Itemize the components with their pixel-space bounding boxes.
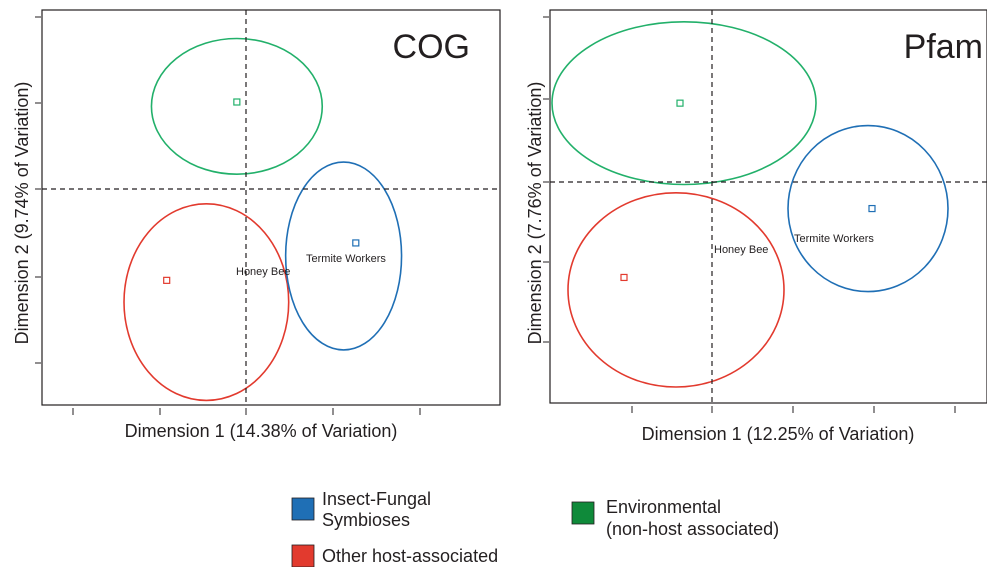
ellipse-environmental [151, 38, 322, 174]
cluster-ellipses [552, 22, 948, 387]
axis-ticks [35, 17, 420, 415]
reference-lines [550, 10, 987, 403]
legend-label: Insect-Fungal [322, 489, 431, 509]
point-label: Honey Bee [714, 244, 768, 256]
point-label: Termite Workers [794, 233, 874, 245]
legend-label: Symbioses [322, 510, 410, 530]
point-label: Termite Workers [306, 253, 386, 265]
data-points: Termite Workers Honey Bee [164, 99, 387, 283]
legend-item-insect-fungal: Insect-Fungal Symbioses [292, 489, 431, 530]
legend-swatch [572, 502, 594, 524]
plot-frame [550, 10, 987, 403]
legend-swatch [292, 498, 314, 520]
y-axis-title: Dimension 2 (9.74% of Variation) [12, 82, 32, 345]
ellipse-other-host-associated [124, 204, 289, 401]
legend-label: Environmental [606, 497, 721, 517]
axis-ticks [543, 17, 955, 413]
plot-frame [42, 10, 500, 405]
panel-title: COG [393, 28, 470, 66]
ellipse-insect-fungal-symbioses [788, 126, 948, 292]
panel-cog: Termite Workers Honey Bee COG Dimension 1… [12, 10, 500, 441]
legend-label: (non-host associated) [606, 519, 779, 539]
x-axis-title: Dimension 1 (14.38% of Variation) [125, 421, 398, 441]
legend-item-other-host: Other host-associated [292, 545, 498, 567]
y-axis-title: Dimension 2 (7.76% of Variation) [525, 82, 545, 345]
legend-item-environmental: Environmental (non-host associated) [572, 497, 779, 539]
legend-swatch [292, 545, 314, 567]
data-point [869, 206, 875, 212]
ellipse-other-host-associated [568, 193, 784, 387]
data-point [234, 99, 240, 105]
x-axis-title: Dimension 1 (12.25% of Variation) [642, 424, 915, 444]
data-points: Termite Workers Honey Bee [621, 100, 875, 280]
reference-lines [42, 10, 500, 405]
legend-label: Other host-associated [322, 546, 498, 566]
data-point [621, 274, 627, 280]
data-point [164, 277, 170, 283]
ellipse-environmental [552, 22, 816, 185]
data-point [677, 100, 683, 106]
legend: Insect-Fungal Symbioses Environmental (n… [292, 489, 779, 567]
panel-pfam: Termite Workers Honey Bee Pfam Dimension … [525, 10, 987, 444]
panel-title: Pfam [904, 28, 983, 66]
data-point [353, 240, 359, 246]
cluster-ellipses [124, 38, 402, 400]
point-label: Honey Bee [236, 266, 290, 278]
